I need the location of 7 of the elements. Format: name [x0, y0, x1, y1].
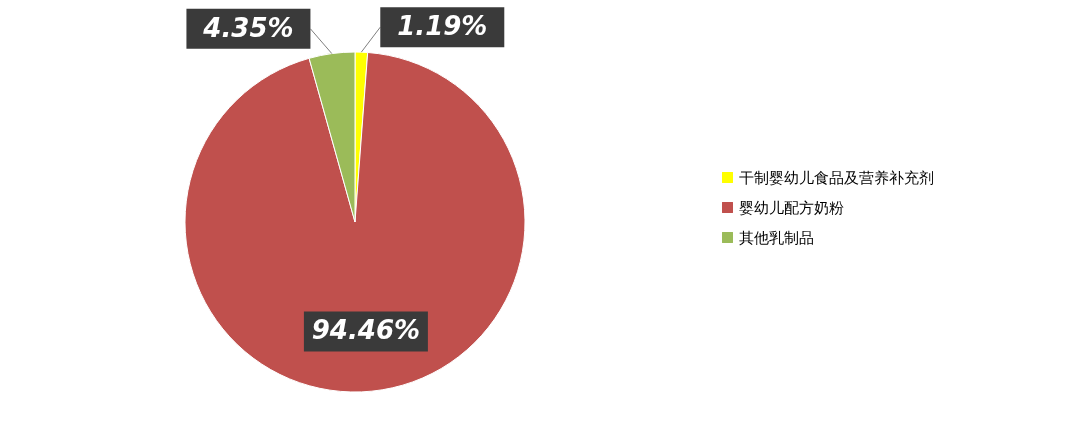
legend-label: 其他乳制品: [739, 228, 814, 247]
data-label: 94.46%: [311, 315, 421, 346]
legend-label: 干制婴幼儿食品及营养补充剂: [739, 168, 934, 187]
legend-label: 婴幼儿配方奶粉: [739, 198, 844, 217]
data-label: 1.19%: [397, 11, 488, 42]
data-label: 4.35%: [202, 12, 294, 43]
pie-slice: [184, 51, 526, 393]
